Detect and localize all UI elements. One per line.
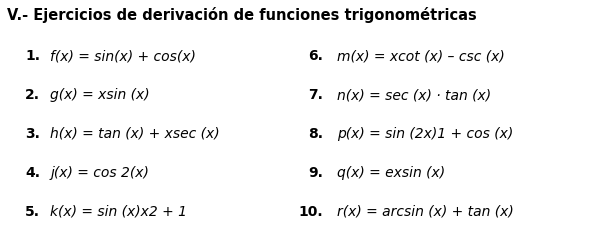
Text: V.- Ejercicios de derivación de funciones trigonométricas: V.- Ejercicios de derivación de funcione…	[7, 7, 477, 23]
Text: q(x) = exsin (x): q(x) = exsin (x)	[337, 166, 445, 180]
Text: 8.: 8.	[308, 127, 323, 141]
Text: 4.: 4.	[25, 166, 40, 180]
Text: m(x) = xcot (x) – csc (x): m(x) = xcot (x) – csc (x)	[337, 49, 505, 63]
Text: h(x) = tan (x) + xsec (x): h(x) = tan (x) + xsec (x)	[50, 127, 220, 141]
Text: 10.: 10.	[298, 205, 323, 219]
Text: p(x) = sin (2x)1 + cos (x): p(x) = sin (2x)1 + cos (x)	[337, 127, 513, 141]
Text: 7.: 7.	[308, 88, 323, 102]
Text: 6.: 6.	[308, 49, 323, 63]
Text: g(x) = xsin (x): g(x) = xsin (x)	[50, 88, 150, 102]
Text: 1.: 1.	[25, 49, 40, 63]
Text: r(x) = arcsin (x) + tan (x): r(x) = arcsin (x) + tan (x)	[337, 205, 514, 219]
Text: 3.: 3.	[25, 127, 40, 141]
Text: f(x) = sin(x) + cos(x): f(x) = sin(x) + cos(x)	[50, 49, 196, 63]
Text: 2.: 2.	[25, 88, 40, 102]
Text: n(x) = sec (x) · tan (x): n(x) = sec (x) · tan (x)	[337, 88, 491, 102]
Text: k(x) = sin (x)x2 + 1: k(x) = sin (x)x2 + 1	[50, 205, 187, 219]
Text: j(x) = cos 2(x): j(x) = cos 2(x)	[50, 166, 149, 180]
Text: 5.: 5.	[25, 205, 40, 219]
Text: 9.: 9.	[308, 166, 323, 180]
